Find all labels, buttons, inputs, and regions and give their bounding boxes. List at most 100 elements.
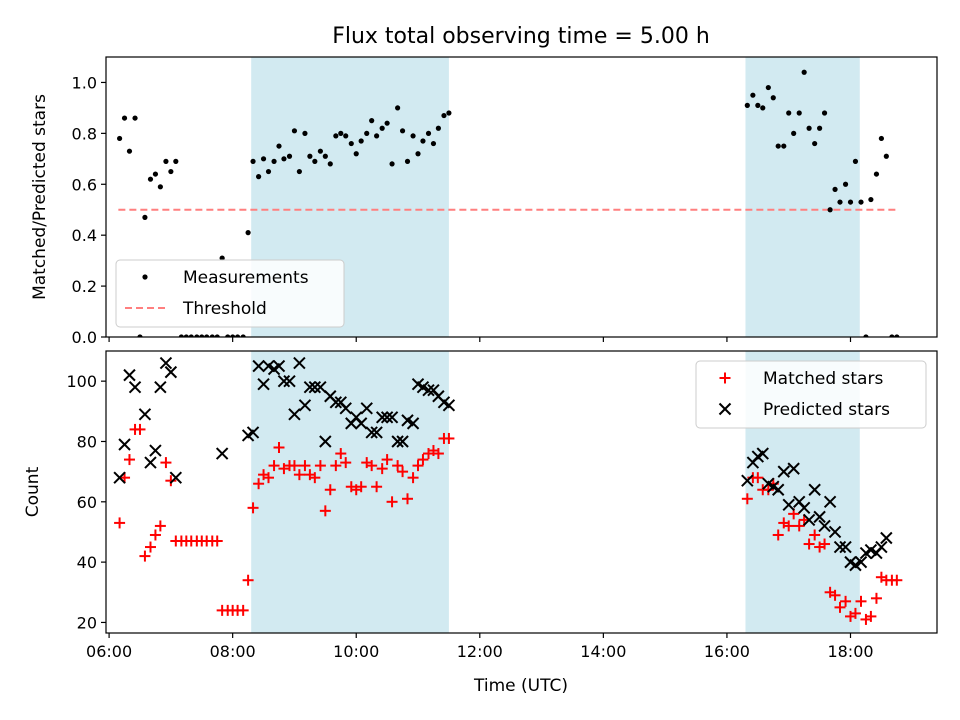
measurements-point-50: [374, 133, 380, 139]
predicted-stars-point-10: [169, 471, 183, 484]
measurements-point-54: [395, 105, 401, 111]
matched-stars-point-0: [114, 517, 126, 529]
measurements-point-69: [765, 84, 771, 91]
matched-stars-point-51: [376, 463, 388, 475]
measurements-point-56: [404, 158, 411, 164]
x-axis-label: Time (UTC): [473, 676, 568, 696]
y-tick-label-2: 60: [77, 493, 97, 512]
predicted-stars-point-27: [319, 435, 332, 448]
predicted-stars-point-39-b: [380, 411, 394, 424]
measurements-point-23: [235, 334, 241, 337]
measurements-point-66: [750, 92, 756, 98]
predicted-stars-point-64: [802, 513, 816, 527]
predicted-stars-point-47-b: [422, 384, 435, 397]
matched-stars-point-90: [870, 592, 882, 604]
predicted-stars-point-70-b: [833, 540, 847, 554]
matched-stars-point-62: [432, 448, 444, 460]
predicted-stars-point-69: [828, 525, 842, 539]
predicted-stars-point-61: [787, 462, 800, 475]
predicted-stars-point-74-b: [854, 555, 868, 569]
matched-stars-point-87: [855, 595, 867, 607]
measurements-point-37: [307, 153, 313, 159]
plot-frame: [105, 56, 938, 338]
measurements-point-94: [894, 334, 900, 337]
matched-stars-point-10: [165, 475, 177, 487]
predicted-stars-point-20: [283, 374, 296, 388]
predicted-stars-point-51-b: [442, 399, 456, 412]
matched-stars-point-5: [139, 550, 151, 562]
predicted-stars-point-52-b: [741, 474, 754, 487]
predicted-stars-point-40: [385, 411, 399, 424]
predicted-stars-point-50-b: [437, 396, 451, 409]
x-tick-label-1: 08:00: [210, 642, 256, 661]
measurements-point-62: [435, 125, 441, 131]
predicted-stars-point-6-b: [149, 444, 162, 457]
predicted-stars-point-2-b: [123, 368, 136, 382]
observing-window-2: [745, 57, 860, 337]
predicted-stars-point-55-b: [756, 447, 769, 460]
matched-stars-point-44: [340, 457, 352, 469]
matched-stars-point-84: [840, 595, 852, 607]
plot-frame: [105, 350, 938, 634]
matched-stars-point-26: [247, 502, 259, 514]
predicted-stars-point-76-b: [864, 543, 878, 557]
matched-stars-point-36: [299, 460, 311, 472]
ratio-panel: 0.0 0.2 0.4 0.6 0.8 1.0 Matched/Predicted star…: [30, 56, 938, 347]
predicted-stars-point-51: [442, 399, 456, 412]
legend-marker-matched: [719, 372, 731, 384]
predicted-stars-point-37-b: [370, 426, 383, 439]
predicted-stars-point-19: [277, 374, 291, 388]
measurements-point-90: [873, 171, 880, 177]
matched-stars-point-24: [237, 604, 249, 616]
predicted-stars-point-74: [854, 555, 868, 569]
measurements-point-65: [744, 102, 750, 108]
measurements-point-11: [173, 158, 179, 164]
measurements-point-3: [132, 115, 138, 121]
matched-stars-point-31: [273, 442, 285, 454]
measurements-point-15: [194, 334, 200, 337]
matched-stars-point-39: [314, 460, 326, 472]
predicted-stars-point-11-b: [215, 447, 229, 460]
predicted-stars-point-66-b: [813, 510, 826, 524]
y-tick-label-2: 0.4: [72, 226, 97, 245]
predicted-stars-point-70: [833, 540, 847, 554]
predicted-stars-point-42-b: [396, 435, 409, 448]
measurements-point-71: [775, 143, 781, 149]
legend: Matched stars Predicted stars: [695, 360, 927, 429]
predicted-stars-point-23-b: [298, 399, 312, 412]
predicted-stars-point-31: [339, 402, 352, 415]
legend-label-1: Predicted stars: [763, 400, 890, 420]
predicted-stars-point-60-b: [782, 498, 795, 512]
predicted-stars-point-7: [154, 380, 167, 394]
measurements-point-21: [225, 334, 231, 337]
predicted-stars-point-57-b: [767, 480, 780, 493]
measurements-point-83: [837, 199, 843, 205]
matched-stars-point-8: [154, 520, 166, 532]
measurements-point-14: [188, 334, 194, 337]
measurements-point-38: [312, 158, 318, 164]
legend: Measurements Threshold: [115, 259, 345, 328]
predicted-stars-point-44: [406, 417, 420, 430]
matched-stars-point-71: [772, 529, 784, 541]
predicted-stars-point-68-b: [823, 495, 837, 509]
matched-stars-point-40: [319, 505, 331, 517]
predicted-stars-point-41-b: [391, 435, 404, 448]
predicted-stars-point-71: [839, 540, 852, 554]
predicted-stars-point-39: [380, 411, 394, 424]
legend-box: [115, 259, 345, 328]
predicted-stars-point-8-b: [159, 356, 173, 370]
matched-stars-point-55: [397, 466, 409, 478]
predicted-stars-point-79-b: [880, 531, 893, 545]
matched-stars-point-54: [392, 460, 404, 472]
legend-label-1: Threshold: [182, 299, 267, 319]
predicted-stars-point-52: [741, 474, 754, 487]
legend-marker-predicted: [718, 402, 732, 416]
predicted-stars-point-23: [298, 399, 312, 412]
predicted-stars-point-7-b: [154, 380, 167, 394]
measurements-point-43: [338, 130, 344, 136]
predicted-stars-point-29-b: [329, 396, 343, 409]
predicted-stars-point-0: [113, 471, 126, 484]
measurements-point-26: [250, 158, 256, 164]
measurements-point-81: [827, 207, 833, 213]
legend-box: [695, 360, 927, 429]
